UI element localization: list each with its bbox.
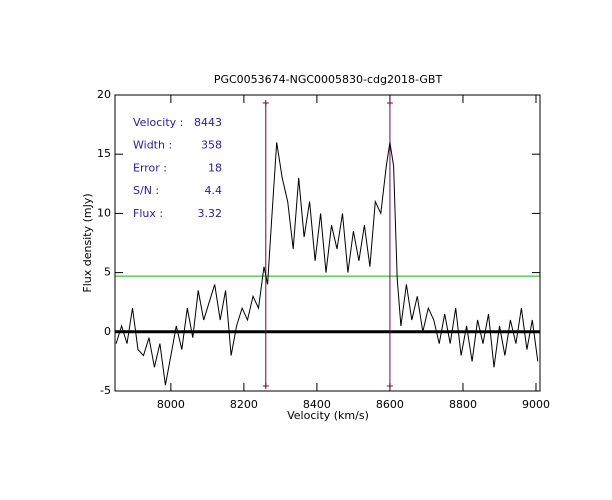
annotation-value: 358	[201, 139, 222, 152]
annotation-label: Error :	[133, 161, 167, 174]
x-tick-label: 8000	[157, 398, 185, 411]
annotation-value: 8443	[194, 116, 222, 129]
y-tick-label: 10	[97, 206, 111, 219]
annotation-label: Flux :	[133, 207, 163, 220]
spectrum	[115, 142, 539, 386]
x-tick-label: 8200	[230, 398, 258, 411]
plot-frame	[114, 94, 541, 392]
limit-marker	[386, 100, 393, 389]
annotation-label: Width :	[133, 139, 172, 152]
annotation-value: 4.4	[205, 184, 223, 197]
y-tick-label: 5	[104, 266, 111, 279]
annotation-value: 3.32	[198, 207, 223, 220]
annotation-label: Velocity :	[133, 116, 183, 129]
y-tick-label: 15	[97, 147, 111, 160]
limit-marker	[262, 100, 269, 389]
x-tick-label: 8800	[449, 398, 477, 411]
annotation-value: 18	[208, 161, 222, 174]
x-tick-label: 8600	[376, 398, 404, 411]
y-tick-label: -5	[100, 384, 111, 397]
x-axis-label: Velocity (km/s)	[287, 409, 369, 422]
y-axis-label: Flux density (mJy)	[81, 193, 94, 292]
y-tick-label: 0	[104, 325, 111, 338]
annotation-label: S/N :	[133, 184, 159, 197]
x-tick-label: 8400	[303, 398, 331, 411]
chart-title: PGC0053674-NGC0005830-cdg2018-GBT	[214, 73, 443, 86]
x-tick-label: 9000	[522, 398, 550, 411]
y-tick-label: 20	[97, 88, 111, 101]
